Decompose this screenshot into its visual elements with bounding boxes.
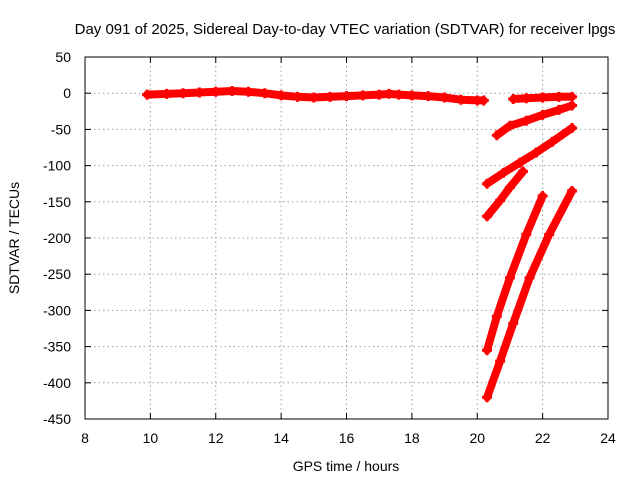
data-point — [495, 356, 506, 367]
data-point — [439, 92, 450, 103]
x-tick-label: 20 — [469, 430, 485, 446]
axis-ticks: 8 10 12 14 16 18 20 22 24 50 0 -50 -100 -150 -200 -250 -… — [43, 49, 616, 446]
y-tick-label: -250 — [43, 266, 71, 282]
data-point — [455, 94, 466, 105]
x-tick-label: 22 — [535, 430, 551, 446]
data-point — [553, 91, 564, 102]
series-arc-6 — [483, 186, 576, 402]
y-tick-label: -300 — [43, 302, 71, 318]
data-point — [482, 178, 493, 189]
data-point — [567, 100, 578, 111]
x-tick-label: 18 — [404, 430, 420, 446]
data-point — [482, 211, 493, 222]
x-tick-label: 16 — [339, 430, 355, 446]
data-point — [393, 89, 404, 100]
data-point — [495, 195, 506, 206]
grid — [85, 57, 608, 419]
data-point — [524, 272, 535, 283]
data-point — [178, 88, 189, 99]
data-point — [142, 89, 153, 100]
y-tick-label: -350 — [43, 339, 71, 355]
series-arc-4 — [483, 167, 527, 221]
data-point — [504, 272, 515, 283]
data-point — [518, 166, 529, 177]
data-point — [537, 191, 548, 202]
data-point — [243, 86, 254, 97]
data-point — [357, 90, 368, 101]
y-tick-label: -400 — [43, 375, 71, 391]
data-point — [227, 86, 238, 97]
y-axis-label: SDTVAR / TECUs — [6, 182, 22, 294]
data-point — [482, 345, 493, 356]
data-point — [521, 115, 532, 126]
data-point — [383, 88, 394, 99]
data-point — [308, 92, 319, 103]
y-tick-label: -100 — [43, 158, 71, 174]
y-tick-label: 0 — [63, 85, 71, 101]
data-point — [537, 109, 548, 120]
y-tick-label: -450 — [43, 411, 71, 427]
data-point — [567, 185, 578, 196]
series-arc-3 — [483, 124, 576, 188]
data-point — [491, 130, 502, 141]
y-tick-label: -150 — [43, 194, 71, 210]
data-point — [544, 229, 555, 240]
data-point — [341, 91, 352, 102]
data-point — [537, 92, 548, 103]
data-point — [292, 91, 303, 102]
data-point — [514, 157, 525, 168]
data-point — [276, 90, 287, 101]
data-point — [521, 93, 532, 104]
data-point — [161, 88, 172, 99]
data-point — [482, 392, 493, 403]
data-point — [508, 93, 519, 104]
y-tick-label: -50 — [51, 121, 71, 137]
data-point — [553, 104, 564, 115]
data-point — [504, 120, 515, 131]
data-point — [498, 167, 509, 178]
x-tick-label: 10 — [143, 430, 159, 446]
data-point — [259, 88, 270, 99]
x-axis-label: GPS time / hours — [293, 458, 400, 474]
data-point — [406, 90, 417, 101]
x-tick-label: 14 — [273, 430, 289, 446]
data-point — [210, 86, 221, 97]
data-point — [374, 89, 385, 100]
data-point — [423, 91, 434, 102]
data-point — [521, 229, 532, 240]
x-tick-label: 12 — [208, 430, 224, 446]
data-point — [491, 311, 502, 322]
chart-title: Day 091 of 2025, Sidereal Day-to-day VTE… — [75, 21, 616, 38]
x-tick-label: 24 — [600, 430, 616, 446]
data-point — [531, 147, 542, 158]
data-point — [478, 95, 489, 106]
data-point — [567, 91, 578, 102]
y-tick-label: -200 — [43, 230, 71, 246]
x-tick-label: 8 — [81, 430, 89, 446]
data-series — [142, 86, 578, 403]
data-point — [508, 318, 519, 329]
y-tick-label: 50 — [55, 49, 71, 65]
data-point — [194, 87, 205, 98]
data-point — [567, 122, 578, 133]
data-point — [504, 182, 515, 193]
data-point — [325, 91, 336, 102]
data-point — [547, 136, 558, 147]
